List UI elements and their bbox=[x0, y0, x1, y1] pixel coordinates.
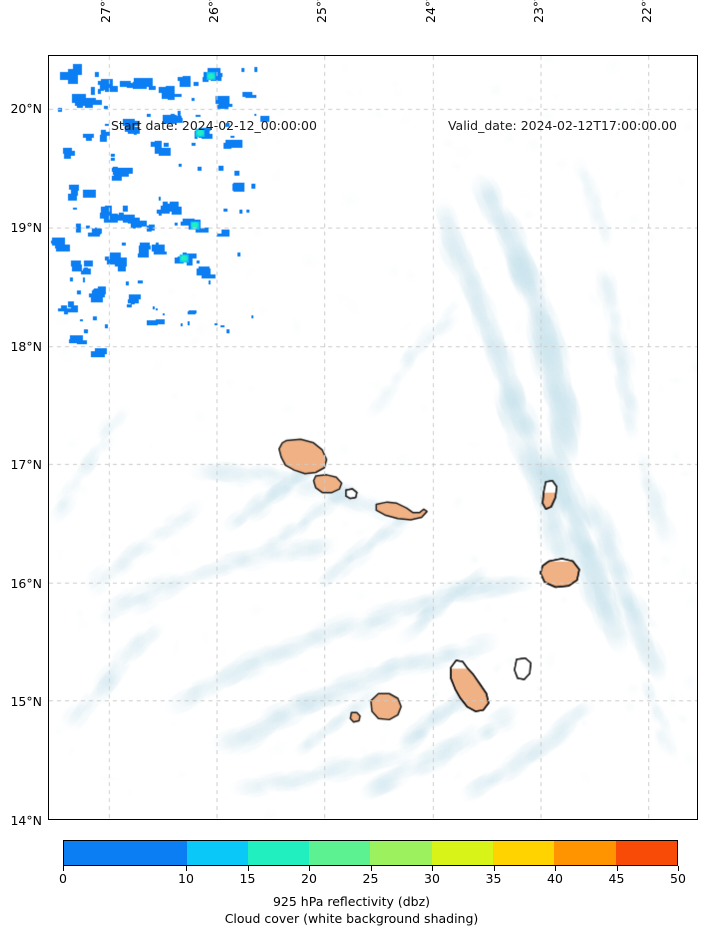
colorbar-tick-axis: 0 10 15 20 25 30 35 40 45 50 bbox=[59, 866, 686, 888]
lat-tick-label-5: 15°N bbox=[10, 694, 42, 710]
colorbar-tick-label-7: 40 bbox=[547, 871, 563, 886]
colorbar-tick-2 bbox=[247, 866, 249, 871]
figure-caption: 925 hPa reflectivity (dbz) Cloud cover (… bbox=[0, 893, 703, 927]
lat-tick-label-4: 16°N bbox=[10, 575, 42, 591]
map-raster-layer bbox=[49, 56, 697, 819]
lon-tick-label-5: 22°W bbox=[639, 0, 655, 23]
colorbar-segment-3 bbox=[247, 841, 310, 865]
caption-line-reflectivity: 925 hPa reflectivity (dbz) bbox=[272, 894, 431, 909]
colorbar-segment-8 bbox=[554, 841, 616, 865]
lat-tick-label-1: 19°N bbox=[10, 219, 42, 235]
lon-tick-label-0: 27°W bbox=[97, 0, 113, 23]
lat-tick-label-6: 14°N bbox=[10, 813, 42, 828]
lon-tick-label-1: 26°W bbox=[205, 0, 221, 23]
colorbar-segment-1 bbox=[125, 841, 187, 865]
caption-line-cloudcover: Cloud cover (white background shading) bbox=[224, 911, 479, 926]
colorbar-tick-label-8: 45 bbox=[608, 871, 625, 886]
colorbar-segment-7 bbox=[493, 841, 555, 865]
colorbar-tick-label-3: 20 bbox=[301, 871, 317, 886]
colorbar-segment-9 bbox=[615, 841, 677, 865]
colorbar-tick-label-5: 30 bbox=[424, 871, 440, 886]
colorbar-tick-6 bbox=[493, 866, 495, 871]
colorbar-tick-label-6: 35 bbox=[485, 871, 502, 886]
colorbar-tick-7 bbox=[555, 866, 556, 871]
colorbar-tick-8 bbox=[616, 866, 618, 871]
lat-tick-label-0: 20°N bbox=[10, 101, 42, 117]
colorbar-tick-0 bbox=[63, 866, 64, 871]
colorbar-tick-3 bbox=[309, 866, 310, 871]
colorbar-gradient bbox=[63, 840, 678, 866]
colorbar-tick-label-1: 10 bbox=[178, 871, 194, 886]
lat-tick-label-2: 18°N bbox=[10, 338, 42, 354]
start-date-annotation: Start date: 2024-02-12_00:00:00 bbox=[111, 118, 317, 133]
lon-tick-label-3: 24°W bbox=[422, 0, 438, 23]
colorbar-tick-4 bbox=[370, 866, 372, 871]
colorbar-segment-4 bbox=[309, 841, 371, 865]
colorbar-tick-label-9: 50 bbox=[670, 871, 686, 886]
colorbar-segment-0 bbox=[64, 841, 126, 865]
colorbar-segment-6 bbox=[431, 841, 494, 865]
colorbar-tick-label-0: 0 bbox=[59, 871, 67, 886]
lon-tick-label-2: 25°W bbox=[314, 0, 330, 23]
lon-tick-label-4: 23°W bbox=[530, 0, 546, 23]
colorbar-tick-9 bbox=[678, 866, 679, 871]
lat-tick-label-3: 17°N bbox=[10, 457, 42, 473]
colorbar-tick-label-2: 15 bbox=[239, 871, 256, 886]
colorbar-tick-1 bbox=[186, 866, 187, 871]
colorbar[interactable] bbox=[63, 840, 678, 866]
colorbar-segment-5 bbox=[370, 841, 432, 865]
colorbar-segment-2 bbox=[186, 841, 248, 865]
valid-date-annotation: Valid_date: 2024-02-12T17:00:00.00 bbox=[447, 118, 677, 133]
map-plot-area[interactable]: Start date: 2024-02-12_00:00:00 Valid_da… bbox=[48, 55, 698, 820]
colorbar-tick-5 bbox=[432, 866, 433, 871]
colorbar-tick-label-4: 25 bbox=[362, 871, 379, 886]
